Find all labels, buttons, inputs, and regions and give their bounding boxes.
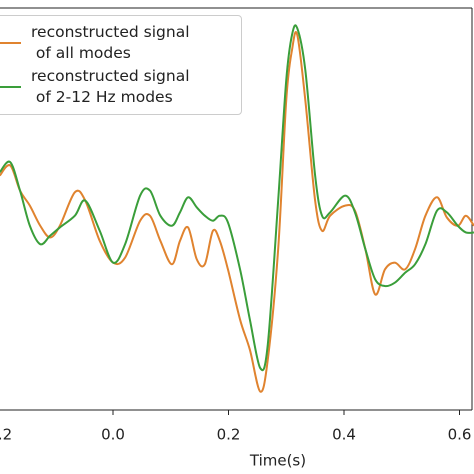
legend-entry: reconstructed signal of all modes: [0, 22, 241, 64]
x-tick-label: 0.4: [332, 426, 356, 444]
legend-label: reconstructed signal of 2-12 Hz modes: [31, 67, 190, 106]
legend-swatch: [0, 86, 21, 88]
series-line: [0, 24, 474, 372]
x-tick-label: -0.2: [0, 426, 12, 444]
x-axis-label: Time(s): [249, 452, 306, 470]
series-line: [0, 31, 474, 393]
x-tick-label: 0.2: [217, 426, 241, 444]
x-tick-label: 0.6: [448, 426, 472, 444]
legend-entry: reconstructed signal of 2-12 Hz modes: [0, 66, 241, 108]
legend: reconstructed signal of all modes reconst…: [0, 15, 242, 115]
x-tick-label: 0.0: [101, 426, 125, 444]
legend-label: reconstructed signal of all modes: [31, 23, 190, 62]
legend-swatch: [0, 42, 21, 44]
